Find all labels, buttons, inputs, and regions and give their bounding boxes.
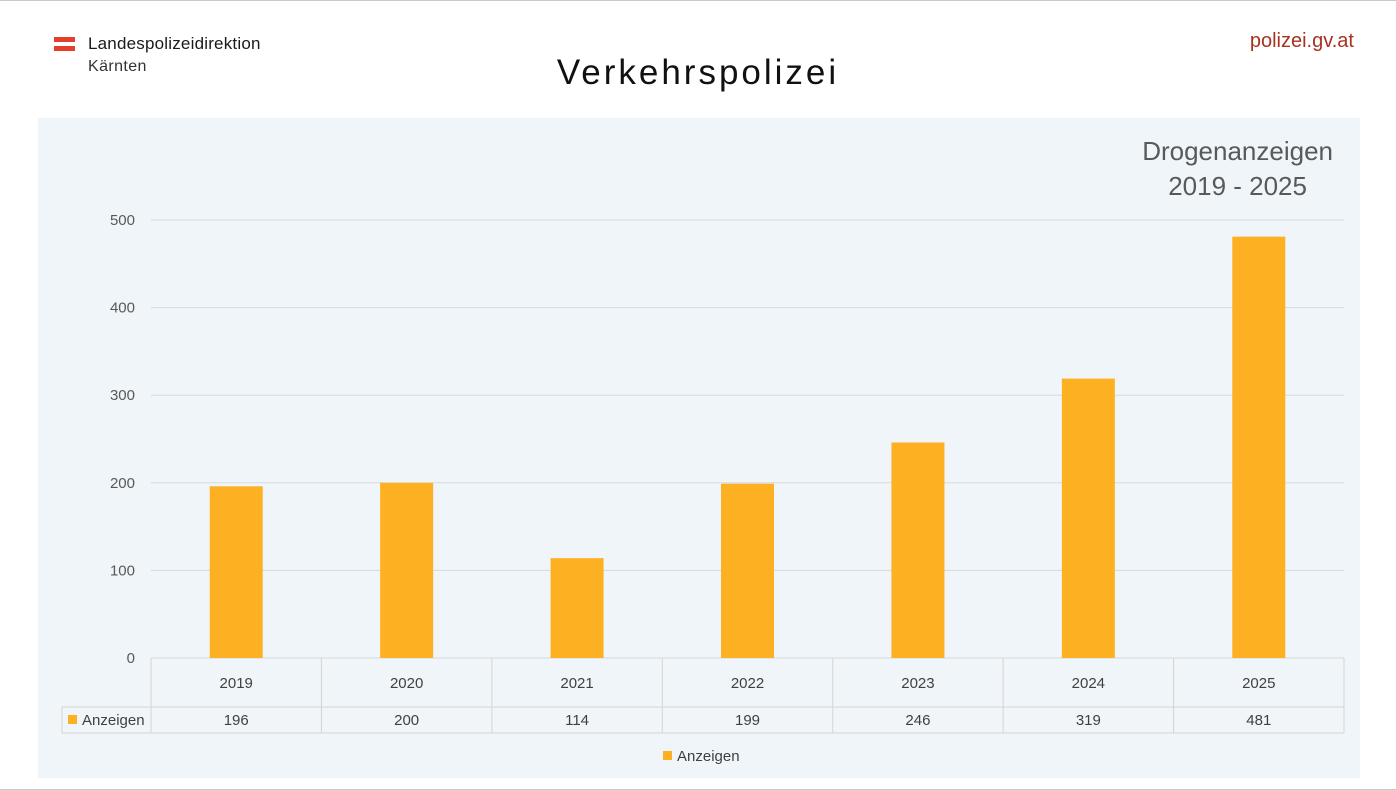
table-series-label: Anzeigen: [82, 712, 145, 729]
bar: [1232, 236, 1286, 659]
page-title: Verkehrspolizei: [556, 53, 840, 92]
bar: [380, 482, 434, 658]
x-tick-label: 2020: [390, 675, 423, 692]
x-tick-label: 2022: [731, 675, 764, 692]
chart-title: Drogenanzeigen 2019 - 2025: [1142, 134, 1333, 204]
x-tick-label: 2025: [1242, 675, 1275, 692]
x-tick-label: 2023: [901, 675, 934, 692]
data-label: 196: [224, 712, 249, 729]
y-tick-label: 200: [110, 475, 135, 492]
y-tick-label: 500: [110, 212, 135, 229]
x-tick-label: 2024: [1072, 675, 1105, 692]
bar: [209, 486, 263, 658]
data-label: 200: [394, 712, 419, 729]
data-label: 114: [565, 712, 589, 729]
legend-key: [663, 751, 672, 760]
site-link[interactable]: polizei.gv.at: [1249, 30, 1354, 52]
y-tick-label: 300: [110, 387, 135, 404]
chart-title-line2: 2019 - 2025: [1168, 171, 1307, 201]
bar: [721, 483, 774, 658]
x-tick-label: 2021: [560, 675, 593, 692]
data-label: 199: [735, 712, 760, 729]
table-legend-key: [68, 715, 77, 724]
y-tick-label: 100: [110, 562, 135, 579]
austria-flag-icon: [54, 37, 75, 51]
y-tick-label: 400: [110, 300, 135, 317]
legend-label: Anzeigen: [677, 748, 740, 765]
data-label: 246: [905, 712, 930, 729]
bar: [1061, 378, 1115, 658]
bar: [891, 442, 945, 658]
chart-title-line1: Drogenanzeigen: [1142, 136, 1333, 166]
x-tick-label: 2019: [220, 675, 253, 692]
bar: [550, 558, 604, 658]
org-region: Kärnten: [88, 58, 147, 75]
data-label: 481: [1246, 712, 1271, 729]
org-name: Landespolizeidirektion: [88, 34, 261, 53]
chart-panel: [38, 118, 1360, 778]
data-label: 319: [1076, 712, 1101, 729]
y-tick-label: 0: [127, 650, 135, 667]
